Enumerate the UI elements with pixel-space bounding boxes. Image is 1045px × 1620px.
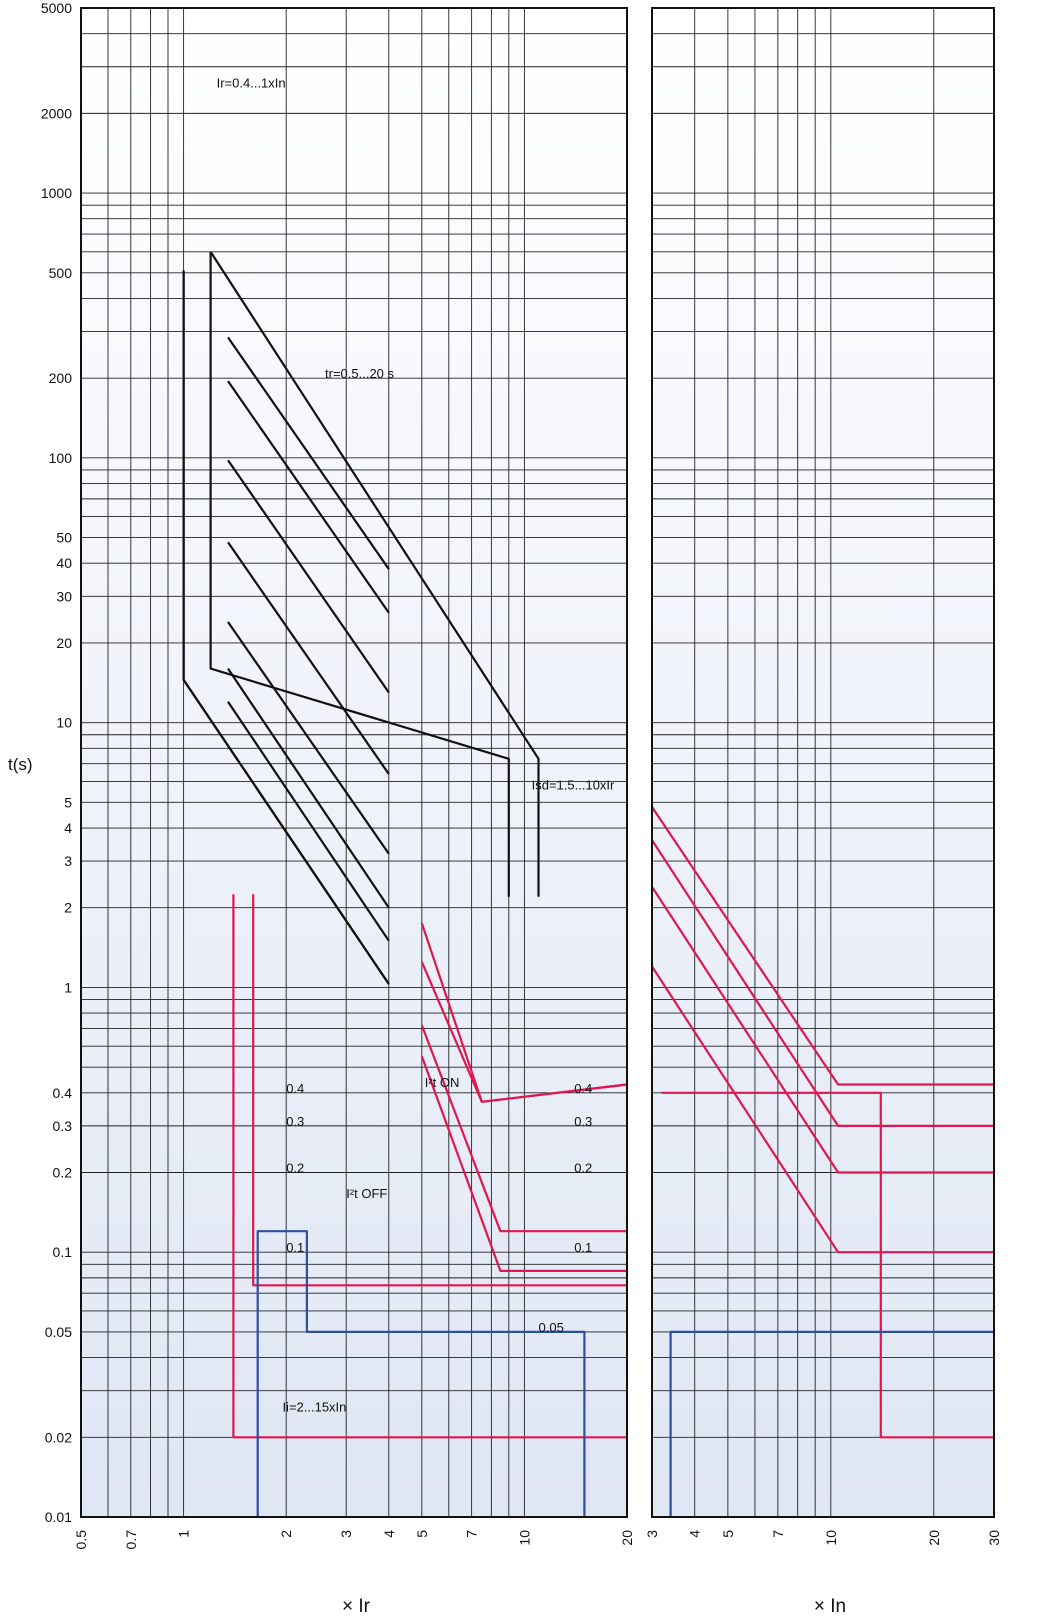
trip-curve-series (420, 1055, 627, 1273)
y-tick-label: 3 (64, 853, 72, 869)
y-tick-label: 10 (56, 715, 72, 731)
y-tick-label: 1 (64, 979, 72, 995)
curve-annotation: 0.2 (574, 1161, 592, 1176)
y-tick-label: 4 (64, 820, 72, 836)
y-tick-label: 0.1 (53, 1244, 73, 1260)
x-tick-label: 4 (687, 1530, 703, 1538)
x-tick-label: 5 (720, 1530, 736, 1538)
trip-curve-series (227, 336, 390, 570)
y-tick-label: 20 (56, 635, 72, 651)
curve-annotation: 0.3 (574, 1114, 592, 1129)
trip-curve-series (652, 886, 994, 1174)
x-axis-label-left: × Ir (342, 1596, 371, 1617)
trip-curve-series (209, 251, 510, 897)
trip-curve-series (420, 1024, 627, 1233)
panel-left-background (81, 8, 627, 1517)
y-tick-label: 2000 (41, 105, 72, 121)
trip-curve-series (652, 806, 994, 1086)
curve-annotation: Ii=2...15xIn (282, 1400, 346, 1415)
trip-curve-series (652, 965, 994, 1254)
x-tick-label: 10 (516, 1530, 532, 1546)
annotations: Ir=0.4...1xIn tr=0.5...20 s Isd=1.5...10xI… (217, 76, 615, 1415)
curves-left (182, 251, 627, 1517)
curve-annotation: 0.3 (286, 1114, 304, 1129)
y-tick-label: 50 (56, 530, 72, 546)
x-tick-label: 3 (338, 1530, 354, 1538)
curve-annotation: Isd=1.5...10xIr (532, 777, 615, 792)
trip-curve-series (227, 459, 390, 694)
y-tick-label: 0.4 (53, 1085, 73, 1101)
x-tick-label: 20 (619, 1530, 635, 1546)
trip-curve-series (652, 839, 994, 1128)
x-tick-labels: 0.5 0.7 1 2 3 4 5 7 10 20 3 4 5 7 10 20 30 (73, 1530, 1002, 1550)
panel-left-frame (80, 7, 628, 1518)
curve-annotation: I²t ON (425, 1075, 460, 1090)
trip-curve-series (182, 270, 390, 985)
x-tick-label: 30 (986, 1530, 1002, 1546)
panel-right-background (652, 8, 994, 1517)
trip-curve-series (227, 701, 390, 942)
trip-curve-series (252, 894, 627, 1287)
trip-curve-series (227, 380, 390, 614)
x-tick-label: 0.7 (123, 1530, 139, 1550)
x-tick-label: 3 (644, 1530, 660, 1538)
y-tick-label: 500 (49, 265, 73, 281)
y-tick-label: 0.05 (45, 1324, 72, 1340)
trip-curve-series (420, 961, 627, 1103)
x-tick-label: 7 (770, 1530, 786, 1538)
x-tick-label: 0.5 (73, 1530, 89, 1550)
curve-annotation: 0.05 (539, 1320, 564, 1335)
curve-annotation: 0.2 (286, 1161, 304, 1176)
y-tick-labels: 0.01 0.02 0.05 0.1 0.2 0.3 0.4 1 2 3 4 5 10 20 30 40 50 1… (41, 0, 72, 1525)
y-tick-label: 0.01 (45, 1509, 72, 1525)
y-tick-label: 1000 (41, 185, 72, 201)
x-tick-label: 10 (823, 1530, 839, 1546)
y-tick-label: 5000 (41, 0, 72, 16)
y-tick-label: 200 (49, 370, 73, 386)
y-tick-label: 0.2 (53, 1165, 73, 1181)
trip-curve-series (209, 251, 540, 897)
trip-curve-series (227, 541, 390, 775)
curve-annotation: 0.4 (574, 1081, 592, 1096)
trip-curve-series (227, 621, 390, 855)
trip-curve-series (661, 1091, 994, 1439)
y-tick-label: 30 (56, 588, 72, 604)
y-tick-label: 100 (49, 450, 73, 466)
trip-curve-series (669, 1330, 994, 1517)
x-tick-label: 20 (926, 1530, 942, 1546)
grid-left (80, 7, 628, 1518)
x-tick-label: 7 (464, 1530, 480, 1538)
y-tick-label: 5 (64, 794, 72, 810)
y-tick-label: 2 (64, 900, 72, 916)
curves-right (652, 806, 994, 1517)
y-tick-label: 40 (56, 555, 72, 571)
trip-curve-series (232, 894, 627, 1439)
x-tick-label: 4 (381, 1530, 397, 1538)
x-tick-label: 2 (278, 1530, 294, 1538)
y-axis-label: t(s) (8, 755, 33, 774)
curve-annotation: 0.1 (286, 1240, 304, 1255)
curve-annotation: I²t OFF (346, 1186, 387, 1201)
curve-annotation: Ir=0.4...1xIn (217, 76, 286, 91)
panel-right-frame (651, 7, 995, 1518)
x-tick-label: 5 (414, 1530, 430, 1538)
x-tick-label: 1 (176, 1530, 192, 1538)
trip-curve-series (227, 667, 390, 909)
trip-curve-series (256, 1230, 586, 1517)
curve-annotation: 0.1 (574, 1240, 592, 1255)
curve-annotation: tr=0.5...20 s (325, 366, 395, 381)
y-tick-label: 0.02 (45, 1429, 72, 1445)
x-axis-label-right: × In (814, 1596, 846, 1617)
curve-annotation: 0.4 (286, 1081, 304, 1096)
y-tick-label: 0.3 (53, 1118, 73, 1134)
